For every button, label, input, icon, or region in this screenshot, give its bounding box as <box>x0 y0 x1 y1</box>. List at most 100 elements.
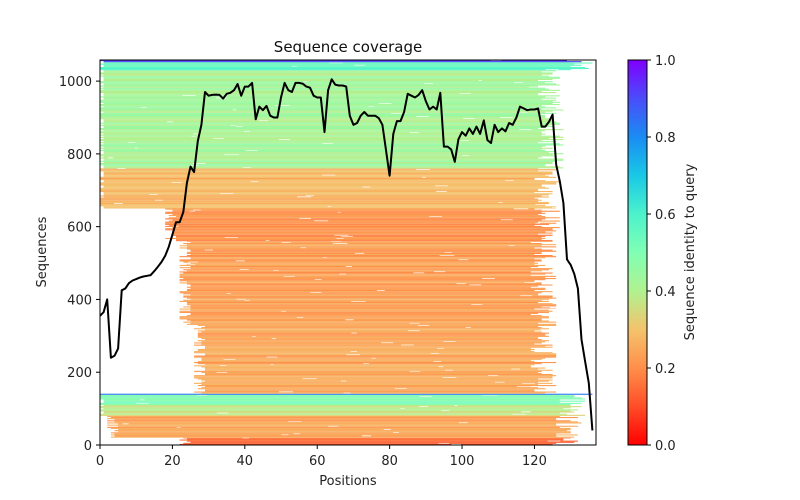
sequence-row <box>100 413 567 415</box>
sequence-row <box>100 128 539 130</box>
gap <box>329 62 344 64</box>
gap <box>519 129 532 130</box>
identity-block <box>179 241 559 325</box>
sequence-row <box>201 341 546 343</box>
gap <box>521 411 531 413</box>
sequence-row <box>201 327 542 329</box>
sequence-row <box>179 271 531 273</box>
gap <box>547 440 561 442</box>
sequence-row <box>103 70 557 72</box>
sequence-row <box>186 252 542 254</box>
gap <box>127 142 136 143</box>
gap <box>409 132 420 134</box>
sequence-row <box>165 228 553 230</box>
sequence-row <box>165 237 546 239</box>
gap <box>113 203 123 204</box>
sequence-row <box>100 398 586 400</box>
gap <box>529 86 541 88</box>
sequence-row <box>197 334 546 336</box>
sequence-row <box>186 241 553 242</box>
sequence-row <box>183 272 553 274</box>
gap <box>310 292 322 293</box>
sequence-row <box>201 379 553 381</box>
sequence-row <box>103 207 557 209</box>
gap <box>332 243 348 244</box>
sequence-row <box>186 319 542 321</box>
sequence-row <box>100 397 582 399</box>
gap <box>350 351 357 352</box>
sequence-row <box>100 199 542 201</box>
gap <box>107 157 114 159</box>
gap <box>435 185 448 187</box>
sequence-row <box>100 60 567 62</box>
sequence-row <box>205 367 546 369</box>
sequence-row <box>165 223 549 225</box>
sequence-row <box>103 119 553 121</box>
sequence-row <box>186 290 535 292</box>
sequence-row <box>103 146 542 148</box>
identity-block <box>100 405 586 416</box>
sequence-row <box>103 94 539 96</box>
gap <box>322 174 336 176</box>
sequence-row <box>103 86 539 88</box>
gap <box>334 234 349 236</box>
gap <box>400 408 405 409</box>
gap <box>341 235 353 237</box>
sequence-row <box>186 315 542 317</box>
sequence-row <box>100 136 564 138</box>
gap <box>354 64 365 66</box>
gap <box>314 279 322 280</box>
sequence-row <box>179 280 535 282</box>
sequence-row <box>201 392 546 394</box>
sequence-row <box>165 225 542 227</box>
gap <box>297 196 312 198</box>
sequence-row <box>103 106 546 108</box>
sequence-row <box>103 62 593 64</box>
gap <box>390 112 406 114</box>
colorbar <box>627 59 648 446</box>
sequence-row <box>186 263 535 265</box>
gap <box>278 391 293 393</box>
sequence-row <box>100 73 553 75</box>
sequence-row <box>186 244 557 246</box>
gap <box>498 201 503 203</box>
sequence-row <box>103 84 560 86</box>
sequence-row <box>179 264 546 266</box>
sequence-row <box>103 111 546 113</box>
identity-block <box>100 168 560 209</box>
gap <box>279 139 291 140</box>
sequence-row <box>186 288 546 290</box>
identity-block <box>179 437 578 445</box>
sequence-row <box>168 217 560 219</box>
gap <box>299 218 311 219</box>
sequence-row <box>100 157 539 159</box>
sequence-row <box>176 240 553 242</box>
gap <box>550 307 559 309</box>
sequence-row <box>107 415 560 417</box>
sequence-row <box>186 304 557 306</box>
gap <box>188 263 196 265</box>
sequence-row <box>103 412 560 414</box>
sequence-row <box>100 176 557 178</box>
gap <box>417 324 430 326</box>
sequence-row <box>183 306 542 308</box>
gap <box>513 208 529 210</box>
sequence-row <box>100 108 542 110</box>
sequence-row <box>194 377 553 379</box>
sequence-row <box>100 72 553 74</box>
sequence-row <box>103 123 560 125</box>
gap <box>430 353 439 354</box>
sequence-row <box>118 423 557 425</box>
sequence-row <box>100 191 553 193</box>
gap <box>439 255 455 256</box>
sequence-row <box>172 213 539 215</box>
identity-block <box>100 394 586 405</box>
sequence-row <box>100 89 560 91</box>
gap <box>266 356 278 358</box>
sequence-row <box>190 284 553 286</box>
sequence-row <box>100 402 582 404</box>
gap <box>378 102 392 104</box>
sequence-row <box>205 354 557 356</box>
sequence-row <box>110 436 575 438</box>
